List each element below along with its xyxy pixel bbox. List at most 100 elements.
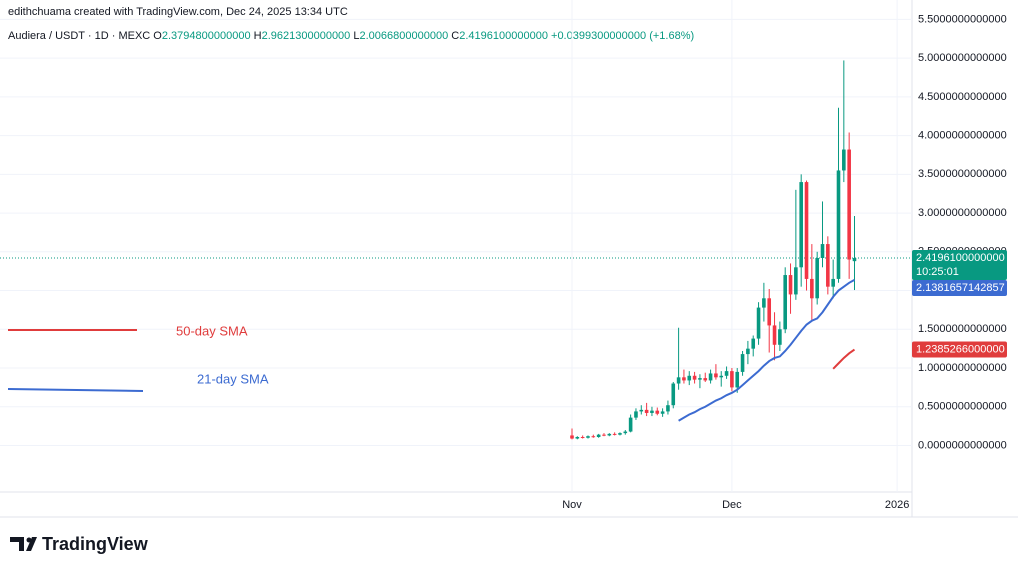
logo-mark: [10, 537, 37, 551]
candle-body: [826, 244, 830, 287]
legend-label: 21-day SMA: [197, 371, 269, 386]
candle-body: [799, 182, 803, 268]
candle-body: [580, 436, 585, 438]
candle-body: [671, 383, 676, 406]
sma-line: [832, 348, 856, 370]
x-tick-label: Dec: [722, 499, 742, 511]
field-value: 2.0066800000000: [360, 30, 449, 42]
candle-body: [730, 371, 734, 388]
x-tick-label: Nov: [562, 499, 582, 511]
candle-body: [618, 433, 622, 435]
field-key: C: [451, 30, 459, 42]
legend-line: [7, 388, 144, 392]
price-label-box: [912, 250, 1007, 281]
candle-body: [660, 411, 665, 414]
candle-body: [682, 377, 686, 381]
candle-body: [596, 434, 601, 437]
candle-body: [836, 170, 841, 279]
candle-body: [644, 409, 649, 413]
legend-label: 50-day SMA: [176, 323, 248, 338]
candle-body: [810, 278, 814, 299]
candle-body: [778, 329, 782, 345]
candle-body: [570, 435, 574, 439]
field-key: O: [153, 30, 162, 42]
candle-body: [692, 375, 697, 380]
credit: edithchuama created with TradingView.com…: [8, 6, 348, 18]
logo-dot: [26, 537, 32, 543]
x-tick-label: 2026: [885, 499, 909, 511]
y-tick-label: 5.0000000000000: [918, 52, 1007, 64]
symbol-legend: Audiera / USDT · 1D · MEXC O2.3794800000…: [8, 30, 694, 42]
candle-body: [852, 258, 857, 262]
candle-body: [714, 373, 718, 378]
candle-body: [612, 433, 617, 435]
candle-body: [842, 149, 846, 171]
candle-body: [831, 278, 835, 287]
y-tick-label: 1.5000000000000: [918, 323, 1007, 335]
price-label: 2.4196100000000: [916, 252, 1005, 264]
candle-body: [735, 371, 740, 388]
y-tick-label: 5.5000000000000: [918, 13, 1007, 25]
y-tick-label: 3.0000000000000: [918, 207, 1007, 219]
candle-body: [767, 298, 772, 326]
candle-body: [687, 375, 692, 381]
candle-body: [740, 354, 745, 372]
candle-body: [650, 410, 654, 413]
field-value: 2.9621300000000: [262, 30, 351, 42]
candle-body: [756, 307, 761, 339]
candle-body: [708, 373, 713, 381]
candle-body: [602, 434, 606, 436]
candle-body: [698, 378, 702, 380]
candle-body: [804, 182, 809, 279]
candle-body: [575, 436, 580, 439]
candle-body: [623, 431, 628, 434]
sma-line: [678, 278, 855, 422]
y-tick-label: 0.0000000000000: [918, 439, 1007, 451]
candle-body: [607, 433, 612, 436]
candle-body: [847, 149, 851, 260]
candle-body: [628, 417, 633, 432]
field-key: L: [353, 30, 359, 42]
y-tick-label: 3.5000000000000: [918, 168, 1007, 180]
candle-body: [794, 267, 798, 295]
y-tick-label: 4.0000000000000: [918, 129, 1007, 141]
candle-body: [788, 275, 793, 295]
plot: 50-day SMA 21-day SMA: [0, 0, 912, 492]
candle-body: [639, 409, 644, 412]
ohlc-legend: Audiera / USDT · 1D · MEXC O2.3794800000…: [8, 30, 694, 42]
countdown: 10:25:01: [916, 266, 959, 278]
candle-body: [676, 377, 681, 384]
candle-body: [724, 371, 729, 376]
candle-body: [820, 244, 825, 259]
candle-body: [703, 378, 708, 381]
candle-body: [783, 275, 787, 330]
candle-body: [586, 436, 590, 438]
price-label: 1.2385266000000: [916, 343, 1005, 355]
y-tick-label: 0.5000000000000: [918, 401, 1007, 413]
price-axis: 0.0000000000000 0.5000000000000 1.00000000…: [562, 13, 1007, 511]
symbol: Audiera / USDT · 1D · MEXC: [8, 30, 150, 42]
price-label: 2.1381657142857: [916, 282, 1005, 294]
candle-body: [666, 405, 670, 412]
candle-body: [815, 258, 819, 299]
field-key: H: [254, 30, 262, 42]
footer-logo: TradingView: [10, 534, 149, 554]
field-value: 2.3794800000000: [162, 30, 251, 42]
candle-body: [655, 410, 660, 414]
brand: TradingView: [42, 534, 149, 554]
candle-body: [762, 298, 766, 308]
field-value: 2.4196100000000: [459, 30, 548, 42]
candle-body: [719, 375, 724, 378]
candle-body: [772, 325, 777, 345]
price-label-box: [912, 280, 1007, 297]
price-label-box: [912, 341, 1007, 358]
candle-body: [751, 338, 756, 349]
candle-body: [746, 348, 750, 355]
candle-body: [634, 411, 638, 418]
y-tick-label: 1.0000000000000: [918, 362, 1007, 374]
change: +0.0399300000000 (+1.68%): [551, 30, 694, 42]
candle-body: [591, 436, 596, 438]
y-tick-label: 4.5000000000000: [918, 91, 1007, 103]
